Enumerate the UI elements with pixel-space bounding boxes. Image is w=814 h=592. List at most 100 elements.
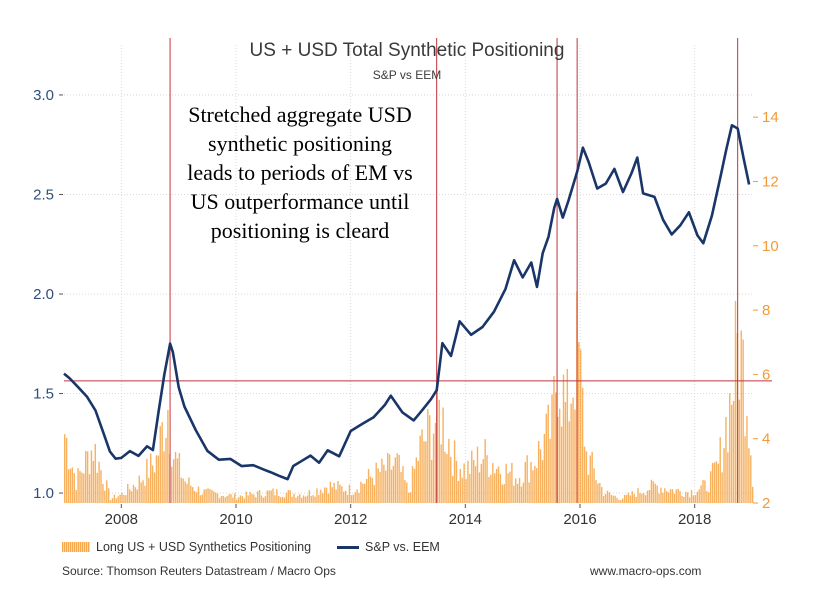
left-tick-label: 2.0 [33, 286, 54, 303]
positioning-bar [199, 495, 202, 503]
positioning-bar [604, 493, 607, 503]
positioning-bar [239, 495, 242, 503]
annotation-line: US outperformance until [190, 189, 410, 214]
positioning-bar [694, 495, 697, 503]
positioning-bar [258, 490, 261, 503]
positioning-bar [365, 478, 368, 503]
positioning-bar [243, 498, 246, 503]
positioning-bar [335, 489, 337, 503]
positioning-bar [306, 495, 309, 503]
positioning-bar [534, 466, 536, 503]
positioning-bar [597, 483, 599, 503]
positioning-bar [652, 481, 655, 503]
positioning-bar [612, 495, 614, 503]
positioning-bar [704, 480, 706, 503]
positioning-bar [469, 473, 471, 503]
positioning-bar [463, 463, 465, 503]
positioning-bar [656, 485, 658, 503]
positioning-bar [142, 480, 144, 503]
positioning-bar [392, 465, 395, 503]
positioning-bar [155, 455, 158, 503]
positioning-bar [547, 404, 549, 503]
positioning-bar [283, 497, 286, 503]
positioning-bar [213, 491, 215, 503]
positioning-bar [287, 490, 289, 503]
positioning-bar [144, 485, 146, 503]
positioning-bar [421, 429, 423, 503]
positioning-bar [297, 495, 299, 503]
positioning-bar [474, 466, 477, 503]
positioning-bar [664, 488, 666, 503]
positioning-bar [530, 462, 532, 503]
positioning-bar [237, 497, 240, 503]
positioning-bar [549, 438, 551, 503]
positioning-bar [471, 450, 473, 503]
positioning-bar [709, 471, 712, 503]
positioning-bar [314, 496, 316, 503]
positioning-bar [130, 491, 133, 503]
positioning-bar [327, 493, 330, 503]
positioning-bar [270, 490, 272, 503]
positioning-bar [522, 482, 525, 503]
positioning-bar [111, 498, 114, 503]
positioning-bar [406, 482, 408, 503]
positioning-bar [532, 470, 534, 503]
positioning-bar [423, 441, 425, 503]
positioning-bar [247, 495, 249, 503]
positioning-bar [509, 471, 511, 503]
positioning-bar [635, 496, 637, 503]
positioning-bar [566, 368, 569, 503]
positioning-bar [268, 490, 270, 503]
positioning-bar [524, 461, 526, 503]
positioning-bar [616, 497, 618, 503]
positioning-bar [218, 498, 221, 503]
positioning-bar [625, 494, 628, 503]
positioning-bar [425, 441, 427, 503]
right-tick-label: 12 [762, 173, 779, 190]
annotation-line: leads to periods of EM vs [187, 160, 413, 185]
positioning-bar [383, 464, 385, 503]
positioning-bar [583, 446, 586, 503]
positioning-bar [350, 495, 353, 503]
positioning-bar [323, 487, 326, 503]
positioning-bar [654, 483, 656, 503]
positioning-bar [161, 422, 163, 503]
right-tick-label: 4 [762, 431, 770, 448]
positioning-bar [65, 437, 68, 503]
positioning-bar [593, 468, 595, 503]
positioning-bar [138, 475, 140, 503]
positioning-bar [193, 490, 196, 503]
positioning-bar [599, 482, 601, 503]
positioning-bar [176, 458, 179, 503]
positioning-bar [564, 401, 567, 503]
positioning-bar [696, 491, 698, 503]
left-tick-label: 3.0 [33, 87, 54, 104]
positioning-bar [291, 496, 293, 503]
positioning-bar [681, 495, 683, 503]
positioning-bar [92, 460, 95, 503]
positioning-bar [683, 496, 685, 503]
positioning-bar [457, 481, 460, 503]
positioning-bar [358, 493, 360, 503]
positioning-bar [520, 486, 523, 503]
positioning-bar [85, 450, 87, 503]
positioning-bar [526, 455, 528, 503]
positioning-bar [90, 450, 93, 503]
legend-swatch-line [337, 545, 360, 549]
positioning-bar [214, 492, 217, 503]
positioning-bar [484, 439, 486, 503]
positioning-bar [578, 342, 580, 503]
positioning-bar [618, 499, 620, 503]
positioning-bar [79, 471, 81, 503]
positioning-bar [708, 492, 710, 503]
annotation-line: Stretched aggregate USD [188, 102, 412, 127]
positioning-bar [339, 484, 341, 503]
positioning-bar [450, 456, 452, 503]
positioning-bar [606, 490, 609, 503]
positioning-bar [644, 495, 647, 503]
positioning-bar [706, 491, 708, 503]
positioning-bar [188, 477, 190, 503]
positioning-bar [614, 495, 616, 503]
positioning-bar [536, 468, 538, 503]
positioning-bar [293, 493, 295, 503]
